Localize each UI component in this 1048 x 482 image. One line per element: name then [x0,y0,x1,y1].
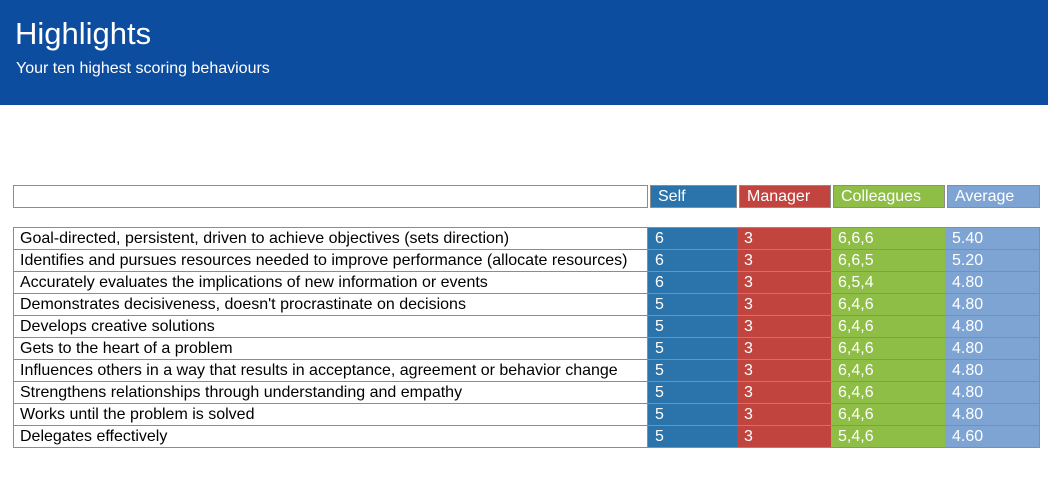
self-score: 5 [648,382,737,403]
table-row: Works until the problem is solved 5 3 6,… [13,404,1040,426]
table-row: Delegates effectively 5 3 5,4,6 4.60 [13,426,1040,448]
behaviour-label: Goal-directed, persistent, driven to ach… [13,228,648,249]
average-score: 4.80 [945,294,1040,315]
colleagues-scores: 6,4,6 [831,316,945,337]
average-score: 4.80 [945,338,1040,359]
table-row: Accurately evaluates the implications of… [13,272,1040,294]
self-score: 5 [648,404,737,425]
self-score: 5 [648,294,737,315]
behaviour-label: Identifies and pursues resources needed … [13,250,648,271]
behaviour-label: Strengthens relationships through unders… [13,382,648,403]
average-score: 4.60 [945,426,1040,447]
colleagues-scores: 6,4,6 [831,360,945,381]
page-banner: Highlights Your ten highest scoring beha… [0,0,1048,105]
manager-score: 3 [737,426,831,447]
self-score: 6 [648,272,737,293]
colleagues-scores: 6,4,6 [831,382,945,403]
behaviour-label: Influences others in a way that results … [13,360,648,381]
average-score: 5.20 [945,250,1040,271]
behaviour-label: Delegates effectively [13,426,648,447]
self-score: 6 [648,250,737,271]
average-score: 4.80 [945,382,1040,403]
behaviour-label: Gets to the heart of a problem [13,338,648,359]
manager-score: 3 [737,272,831,293]
colleagues-scores: 6,4,6 [831,294,945,315]
self-score: 5 [648,426,737,447]
column-header-manager: Manager [739,185,831,208]
table-body: Goal-directed, persistent, driven to ach… [13,227,1040,448]
manager-score: 3 [737,316,831,337]
average-score: 4.80 [945,360,1040,381]
average-score: 4.80 [945,316,1040,337]
table-row: Identifies and pursues resources needed … [13,250,1040,272]
manager-score: 3 [737,404,831,425]
behaviour-label: Accurately evaluates the implications of… [13,272,648,293]
behaviour-column-header [13,185,648,208]
colleagues-scores: 6,4,6 [831,404,945,425]
behaviour-label: Develops creative solutions [13,316,648,337]
manager-score: 3 [737,250,831,271]
behaviour-label: Works until the problem is solved [13,404,648,425]
colleagues-scores: 6,6,5 [831,250,945,271]
average-score: 5.40 [945,228,1040,249]
manager-score: 3 [737,294,831,315]
page-subtitle: Your ten highest scoring behaviours [16,60,270,77]
self-score: 5 [648,360,737,381]
colleagues-scores: 6,6,6 [831,228,945,249]
self-score: 5 [648,316,737,337]
manager-score: 3 [737,360,831,381]
average-score: 4.80 [945,404,1040,425]
colleagues-scores: 5,4,6 [831,426,945,447]
manager-score: 3 [737,382,831,403]
table-row: Influences others in a way that results … [13,360,1040,382]
colleagues-scores: 6,4,6 [831,338,945,359]
table-row: Demonstrates decisiveness, doesn't procr… [13,294,1040,316]
table-row: Goal-directed, persistent, driven to ach… [13,228,1040,250]
self-score: 5 [648,338,737,359]
table-header-row: Self Manager Colleagues Average [13,185,1040,208]
table-row: Strengthens relationships through unders… [13,382,1040,404]
table-row: Develops creative solutions 5 3 6,4,6 4.… [13,316,1040,338]
behaviour-label: Demonstrates decisiveness, doesn't procr… [13,294,648,315]
manager-score: 3 [737,338,831,359]
table-row: Gets to the heart of a problem 5 3 6,4,6… [13,338,1040,360]
average-score: 4.80 [945,272,1040,293]
manager-score: 3 [737,228,831,249]
column-header-colleagues: Colleagues [833,185,945,208]
page-title: Highlights [15,16,152,51]
colleagues-scores: 6,5,4 [831,272,945,293]
column-header-self: Self [650,185,737,208]
column-header-average: Average [947,185,1040,208]
self-score: 6 [648,228,737,249]
